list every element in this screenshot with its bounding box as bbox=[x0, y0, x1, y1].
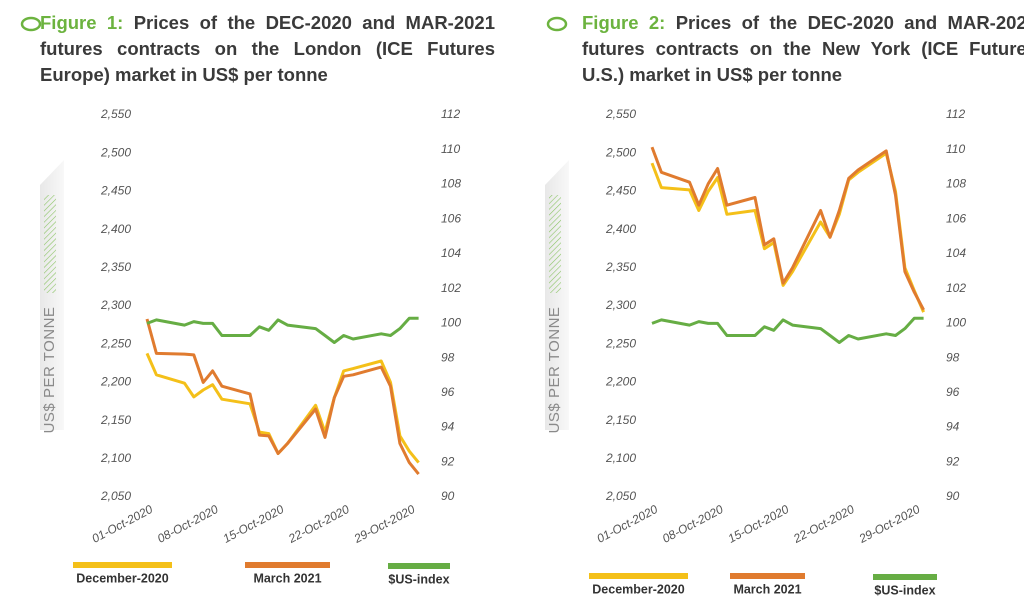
y-tick-label: 2,400 bbox=[605, 222, 636, 236]
legend-swatch bbox=[730, 573, 805, 579]
y2-tick-label: 94 bbox=[441, 420, 455, 434]
y-tick-label: 2,250 bbox=[100, 336, 131, 350]
y2-tick-label: 98 bbox=[946, 350, 960, 364]
legend-label: $US-index bbox=[388, 572, 449, 586]
y2-tick-label: 108 bbox=[441, 177, 461, 191]
figure-label: Figure 1: bbox=[40, 12, 124, 33]
legend-swatch bbox=[245, 562, 330, 568]
y2-tick-label: 96 bbox=[441, 385, 455, 399]
x-tick-label: 01-Oct-2020 bbox=[594, 502, 660, 546]
chart-title: Figure 1: Prices of the DEC-2020 and MAR… bbox=[40, 10, 495, 88]
y2-tick-label: 98 bbox=[441, 350, 455, 364]
legend-label: $US-index bbox=[874, 583, 935, 597]
series-line bbox=[651, 316, 924, 344]
x-tick-label: 08-Oct-2020 bbox=[155, 502, 221, 546]
y-tick-label: 2,350 bbox=[605, 260, 636, 274]
y-tick-label: 2,050 bbox=[100, 489, 131, 503]
series-line bbox=[146, 316, 419, 344]
y-axis-label: US$ PER TONNE bbox=[41, 307, 58, 434]
y-tick-label: 2,150 bbox=[100, 413, 131, 427]
chart-title: Figure 2: Prices of the DEC-2020 and MAR… bbox=[582, 10, 1024, 88]
x-tick-label: 15-Oct-2020 bbox=[221, 502, 287, 546]
y2-tick-label: 102 bbox=[441, 281, 461, 295]
series-line bbox=[145, 318, 420, 476]
y-tick-label: 2,150 bbox=[605, 413, 636, 427]
y2-tick-label: 108 bbox=[946, 177, 966, 191]
title-text: Prices of the DEC-2020 and MAR-2021 futu… bbox=[582, 12, 1024, 85]
title-text: Prices of the DEC-2020 and MAR-2021 futu… bbox=[40, 12, 496, 85]
y2-tick-label: 92 bbox=[441, 454, 455, 468]
x-tick-label: 29-Oct-2020 bbox=[856, 502, 923, 546]
legend-swatch bbox=[388, 563, 450, 569]
y-tick-label: 2,550 bbox=[100, 107, 131, 121]
y-tick-label: 2,100 bbox=[605, 451, 636, 465]
y-tick-label: 2,200 bbox=[605, 375, 636, 389]
legend-label: December-2020 bbox=[592, 582, 684, 596]
x-tick-label: 22-Oct-2020 bbox=[790, 502, 857, 546]
axis-label-hatch bbox=[44, 195, 56, 293]
x-tick-label: 01-Oct-2020 bbox=[89, 502, 155, 546]
y2-tick-label: 90 bbox=[946, 489, 960, 503]
y-tick-label: 2,200 bbox=[100, 375, 131, 389]
y2-tick-label: 104 bbox=[441, 246, 461, 260]
y2-tick-label: 112 bbox=[441, 107, 460, 121]
y-tick-label: 2,050 bbox=[605, 489, 636, 503]
y-tick-label: 2,300 bbox=[100, 298, 131, 312]
y-tick-label: 2,100 bbox=[100, 451, 131, 465]
series-line bbox=[145, 352, 420, 464]
y2-tick-label: 110 bbox=[946, 142, 965, 156]
y2-tick-label: 104 bbox=[946, 246, 966, 260]
y2-tick-label: 96 bbox=[946, 385, 960, 399]
leaf-icon bbox=[20, 16, 568, 32]
x-tick-label: 29-Oct-2020 bbox=[351, 502, 418, 546]
y-tick-label: 2,500 bbox=[100, 145, 131, 159]
y-tick-label: 2,250 bbox=[605, 336, 636, 350]
y-tick-label: 2,550 bbox=[605, 107, 636, 121]
y-tick-label: 2,400 bbox=[100, 222, 131, 236]
legend-label: March 2021 bbox=[253, 571, 321, 585]
x-tick-label: 15-Oct-2020 bbox=[726, 502, 792, 546]
y2-tick-label: 100 bbox=[441, 316, 461, 330]
y2-tick-label: 94 bbox=[946, 420, 960, 434]
axis-label-hatch bbox=[549, 195, 561, 293]
y2-tick-label: 106 bbox=[441, 211, 461, 225]
y2-tick-label: 100 bbox=[946, 316, 966, 330]
y2-tick-label: 112 bbox=[946, 107, 965, 121]
legend-swatch bbox=[73, 562, 172, 568]
legend-label: December-2020 bbox=[76, 571, 168, 585]
y-tick-label: 2,450 bbox=[100, 184, 131, 198]
x-tick-label: 08-Oct-2020 bbox=[660, 502, 726, 546]
y-axis-label: US$ PER TONNE bbox=[546, 307, 563, 434]
y2-tick-label: 90 bbox=[441, 489, 455, 503]
legend-swatch bbox=[589, 573, 688, 579]
y-tick-label: 2,300 bbox=[605, 298, 636, 312]
y-tick-label: 2,500 bbox=[605, 145, 636, 159]
y2-tick-label: 110 bbox=[441, 142, 460, 156]
y2-tick-label: 102 bbox=[946, 281, 966, 295]
y-tick-label: 2,450 bbox=[605, 184, 636, 198]
y2-tick-label: 92 bbox=[946, 454, 960, 468]
x-tick-label: 22-Oct-2020 bbox=[285, 502, 352, 546]
y-tick-label: 2,350 bbox=[100, 260, 131, 274]
figure-label: Figure 2: bbox=[582, 12, 666, 33]
series-line bbox=[650, 146, 925, 311]
legend-label: March 2021 bbox=[733, 582, 801, 596]
y2-tick-label: 106 bbox=[946, 211, 966, 225]
legend-swatch bbox=[873, 574, 937, 580]
series-line bbox=[650, 151, 925, 313]
